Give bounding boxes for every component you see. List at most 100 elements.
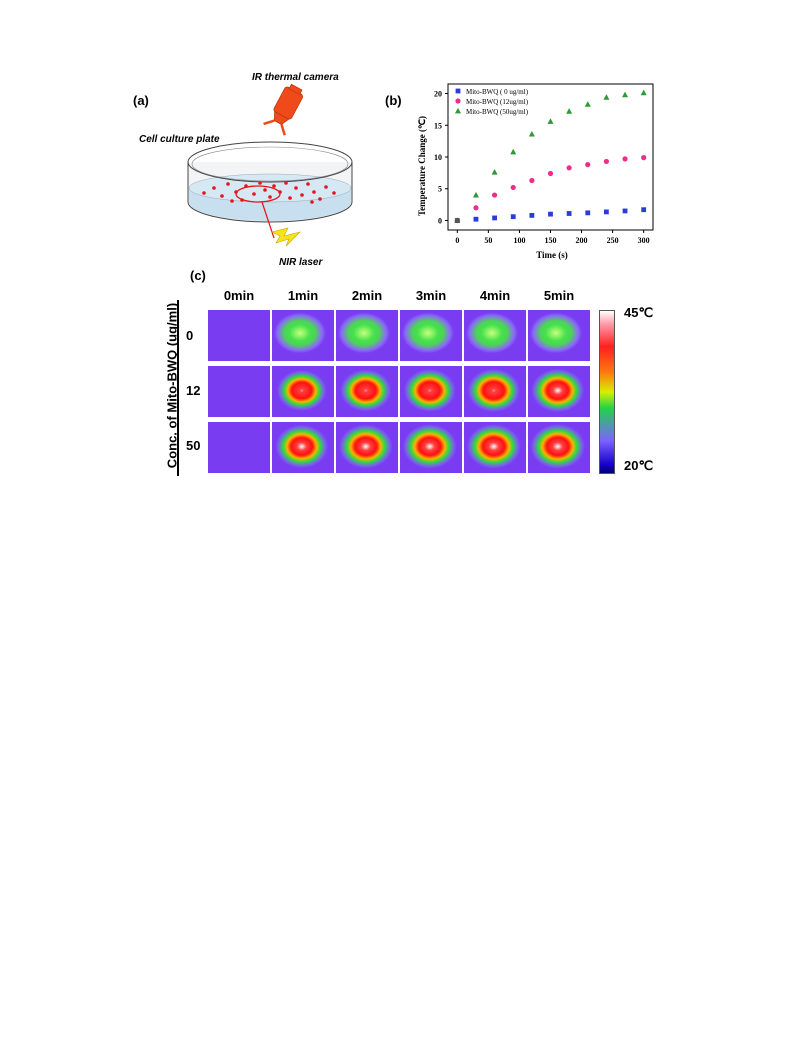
x-tick-label: 0 <box>455 236 459 245</box>
panel-b-label: (b) <box>385 93 402 108</box>
x-tick-label: 150 <box>545 236 557 245</box>
ir-camera-icon <box>263 83 304 136</box>
data-point <box>528 130 535 137</box>
thermal-cell <box>528 422 590 473</box>
data-point <box>603 94 610 100</box>
column-header: 4min <box>479 288 511 303</box>
thermal-image-grid <box>208 310 598 473</box>
x-tick-label: 50 <box>484 236 492 245</box>
column-header: 1min <box>287 288 319 303</box>
colorbar-max-label: 45℃ <box>624 305 654 320</box>
camera-label: IR thermal camera <box>252 72 339 83</box>
y-tick-label: 15 <box>434 121 442 130</box>
thermal-cell <box>336 366 398 417</box>
row-axis-label: Conc. of Mito-BWQ (ug/ml) <box>164 302 180 469</box>
column-header: 3min <box>415 288 447 303</box>
thermal-cell <box>336 422 398 473</box>
row-axis: Conc. of Mito-BWQ (ug/ml) <box>160 300 182 476</box>
data-point <box>603 158 610 165</box>
x-tick-label: 100 <box>513 236 525 245</box>
legend-marker <box>455 98 461 104</box>
x-tick-label: 300 <box>638 236 650 245</box>
data-point <box>566 108 573 114</box>
y-tick-label: 5 <box>438 185 442 194</box>
thermal-cell <box>464 310 526 361</box>
legend-entry: Mito-BWQ ( 0 ug/ml) <box>466 88 529 96</box>
thermal-cell <box>336 310 398 361</box>
row-headers: 0 12 50 <box>186 310 208 480</box>
temperature-chart: 0 50 100 150 200 250 300 0 5 10 15 20 Mito-BWQ ( 0 … <box>417 83 654 260</box>
y-axis-label: Temperature Change (℃) <box>417 116 427 216</box>
data-point <box>510 184 516 191</box>
thermal-cell <box>400 422 462 473</box>
lightning-icon <box>271 227 301 247</box>
thermal-cell <box>464 366 526 417</box>
plate-label: Cell culture plate <box>139 134 220 145</box>
column-headers: 0min 1min 2min 3min 4min 5min <box>208 288 608 306</box>
data-point <box>547 170 554 177</box>
chart-legend: Mito-BWQ ( 0 ug/ml) Mito-BWQ (12ug/ml) Mit… <box>455 88 529 116</box>
column-header: 2min <box>351 288 383 303</box>
row-axis-line <box>177 300 179 476</box>
thermal-cell <box>272 366 334 417</box>
thermal-cell <box>400 310 462 361</box>
data-point <box>510 214 516 220</box>
legend-marker <box>455 107 461 114</box>
data-point <box>641 207 647 213</box>
setup-diagram <box>187 83 353 247</box>
data-point <box>622 208 628 214</box>
y-tick-label: 20 <box>434 90 442 99</box>
colorbar <box>599 310 615 474</box>
chart-axes: 0 50 100 150 200 250 300 0 5 10 15 20 <box>434 83 654 245</box>
data-point <box>622 91 629 98</box>
panel-a-label: (a) <box>133 93 149 108</box>
y-tick-label: 0 <box>438 216 442 225</box>
data-point <box>566 211 572 216</box>
data-point <box>510 148 517 155</box>
row-header: 12 <box>186 383 201 398</box>
thermal-cell <box>272 310 334 361</box>
thermal-cell <box>400 366 462 417</box>
y-tick-label: 10 <box>434 153 442 162</box>
thermal-cell <box>272 422 334 473</box>
data-point <box>491 192 498 198</box>
data-point <box>604 209 609 215</box>
panel-c-label: (c) <box>190 268 206 283</box>
row-header: 0 <box>186 328 194 343</box>
data-point <box>585 210 591 216</box>
data-point <box>641 155 647 161</box>
data-point <box>529 177 535 184</box>
data-point <box>584 101 591 107</box>
thermal-cell <box>464 422 526 473</box>
data-point <box>472 191 479 198</box>
column-header: 0min <box>223 288 255 303</box>
data-point <box>491 169 498 175</box>
thermal-cell <box>208 366 270 417</box>
data-point <box>585 162 591 168</box>
data-point <box>547 118 554 124</box>
laser-spot-outline <box>235 185 281 203</box>
column-header: 5min <box>543 288 575 303</box>
data-point <box>454 217 461 223</box>
data-point <box>622 156 628 162</box>
data-point <box>529 213 535 218</box>
chart-points <box>454 89 647 224</box>
x-tick-label: 250 <box>607 236 619 245</box>
laser-label: NIR laser <box>279 257 323 268</box>
data-point <box>640 89 647 96</box>
colorbar-min-label: 20℃ <box>624 458 654 473</box>
row-header: 50 <box>186 438 201 453</box>
thermal-cell <box>528 366 590 417</box>
legend-entry: Mito-BWQ (50ug/ml) <box>466 108 529 116</box>
thermal-cell <box>208 310 270 361</box>
x-axis-label: Time (s) <box>536 250 568 260</box>
thermal-cell <box>208 422 270 473</box>
culture-dish-icon <box>187 141 353 223</box>
x-tick-label: 200 <box>576 236 588 245</box>
legend-marker <box>455 88 461 94</box>
data-point <box>566 165 572 171</box>
data-point <box>473 216 479 222</box>
data-point <box>548 211 553 217</box>
thermal-cell <box>528 310 590 361</box>
data-point <box>492 215 497 221</box>
